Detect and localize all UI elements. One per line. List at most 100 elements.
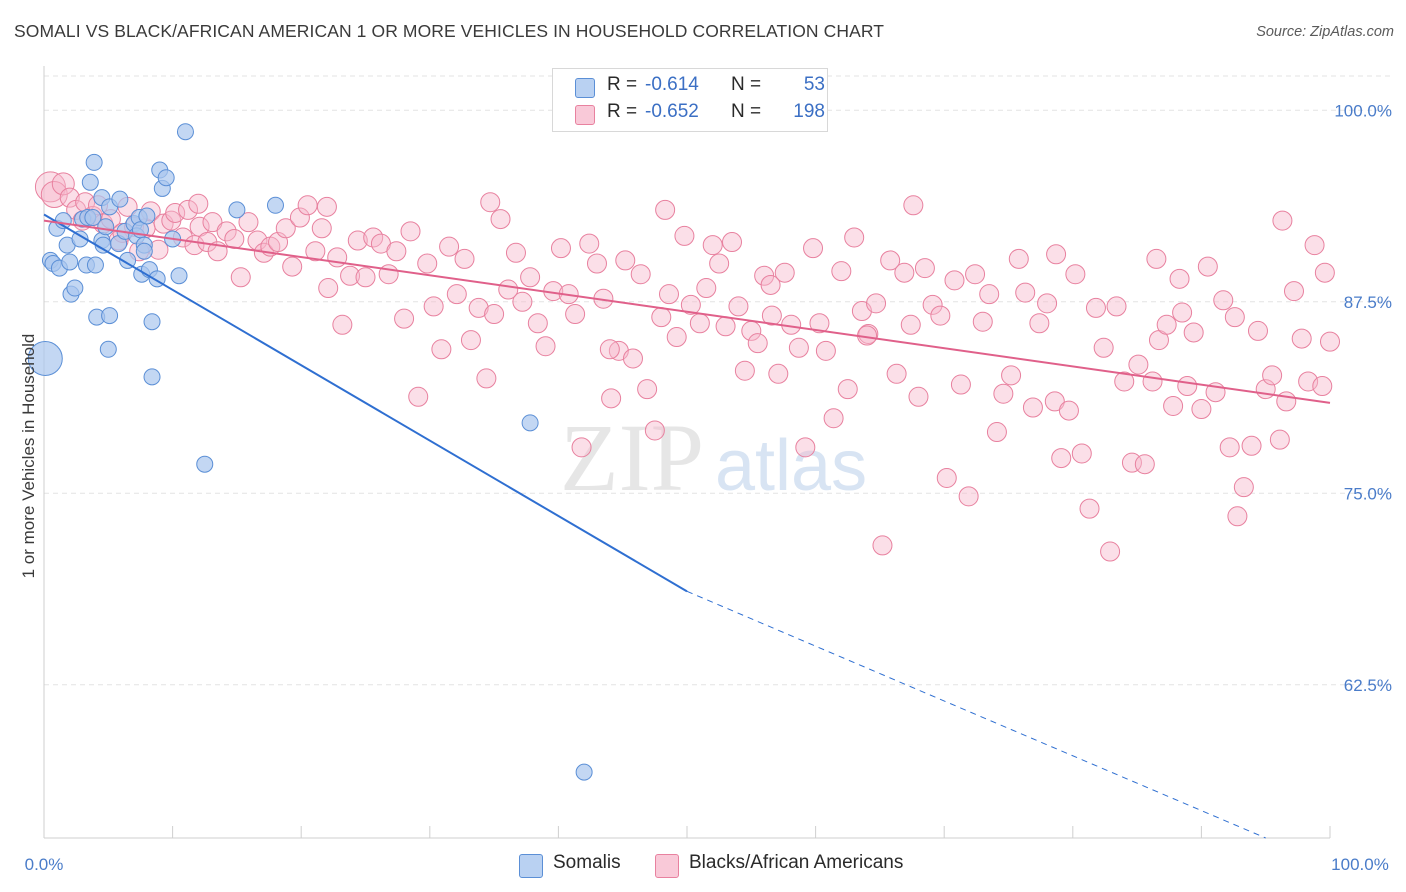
point-blacks (761, 305, 782, 326)
point-somalis (138, 207, 156, 225)
point-somalis (196, 455, 214, 473)
point-blacks (1269, 429, 1290, 450)
point-blacks (601, 388, 622, 409)
legend-label-blacks: Blacks/African Americans (689, 852, 904, 873)
y-tick-label: 87.5% (1344, 293, 1392, 312)
point-blacks (979, 284, 1000, 305)
point-blacks (1121, 452, 1142, 473)
point-blacks (900, 314, 921, 335)
point-blacks (651, 307, 672, 328)
point-blacks (622, 348, 643, 369)
point-blacks (1227, 506, 1248, 527)
point-blacks (1142, 371, 1163, 392)
point-somalis (143, 368, 161, 386)
point-blacks (446, 284, 467, 305)
point-blacks (417, 253, 438, 274)
point-blacks (734, 360, 755, 381)
point-blacks (527, 313, 548, 334)
point-blacks (1037, 293, 1058, 314)
point-blacks (520, 267, 541, 288)
point-blacks (1276, 391, 1297, 412)
point-blacks (803, 238, 824, 259)
point-somalis (86, 256, 104, 274)
point-blacks (1183, 322, 1204, 343)
point-blacks (275, 218, 296, 239)
point-blacks (674, 225, 695, 246)
trend-lines (43, 213, 1331, 839)
point-blacks (1046, 244, 1067, 265)
point-somalis (27, 340, 63, 376)
point-blacks (579, 233, 600, 254)
point-blacks (1283, 281, 1304, 302)
point-blacks (1320, 331, 1340, 352)
point-blacks (1169, 268, 1190, 289)
point-blacks (922, 294, 943, 315)
point-blacks (178, 199, 199, 220)
point-blacks (1177, 376, 1198, 397)
point-blacks (658, 284, 679, 305)
point-blacks (165, 202, 186, 223)
point-somalis (111, 190, 129, 208)
point-blacks (689, 313, 710, 334)
point-blacks (1044, 391, 1065, 412)
point-blacks (394, 308, 415, 329)
point-blacks (880, 250, 901, 271)
point-blacks (1213, 290, 1234, 311)
blacks-n-value: 198 (793, 101, 825, 122)
point-blacks (311, 218, 332, 239)
point-blacks (51, 172, 75, 196)
point-blacks (216, 221, 237, 242)
point-blacks (332, 314, 353, 335)
x-tick-label: 0.0% (25, 855, 64, 874)
point-somalis (66, 279, 84, 297)
point-blacks (722, 232, 743, 253)
trend-line-somalis (43, 213, 688, 593)
point-blacks (571, 437, 592, 458)
point-blacks (666, 327, 687, 348)
point-blacks (282, 256, 303, 277)
point-somalis (575, 763, 593, 781)
point-blacks (894, 262, 915, 283)
point-blacks (316, 196, 337, 217)
point-blacks (1079, 498, 1100, 519)
point-blacks (768, 363, 789, 384)
point-blacks (1224, 307, 1245, 328)
point-blacks (1304, 235, 1325, 256)
point-blacks (202, 212, 223, 233)
point-blacks (944, 270, 965, 291)
y-tick-label: 75.0% (1344, 484, 1392, 503)
point-blacks (238, 212, 259, 233)
y-axis-label: 1 or more Vehicles in Household (19, 334, 38, 579)
point-somalis (81, 173, 99, 191)
point-blacks (709, 253, 730, 274)
point-blacks (715, 316, 736, 337)
point-somalis (99, 340, 117, 358)
point-blacks (1247, 320, 1268, 341)
chart-title: SOMALI VS BLACK/AFRICAN AMERICAN 1 OR MO… (14, 21, 885, 41)
point-blacks (599, 339, 620, 360)
point-blacks (872, 535, 893, 556)
y-tick-labels: 100.0% 87.5% 75.0% 62.5% (1334, 101, 1392, 694)
somalis-n-value: 53 (803, 74, 825, 95)
point-blacks (914, 258, 935, 279)
somalis-swatch (575, 78, 595, 98)
point-blacks (1272, 210, 1293, 231)
point-somalis (170, 267, 188, 285)
point-blacks (936, 467, 957, 488)
point-somalis (157, 169, 175, 187)
point-blacks (1241, 435, 1262, 456)
n-label: N = (731, 74, 762, 95)
point-blacks (1114, 371, 1135, 392)
point-blacks (965, 264, 986, 285)
legend-label-somalis: Somalis (553, 852, 621, 873)
point-blacks (454, 248, 475, 269)
point-blacks (431, 339, 452, 360)
point-blacks (1262, 365, 1283, 386)
point-somalis (521, 414, 539, 432)
x-tick-labels: 0.0% 100.0% (25, 855, 1389, 874)
point-blacks (1191, 399, 1212, 420)
point-blacks (1233, 477, 1254, 498)
point-blacks (702, 235, 723, 256)
point-blacks (490, 209, 511, 230)
point-blacks (355, 267, 376, 288)
